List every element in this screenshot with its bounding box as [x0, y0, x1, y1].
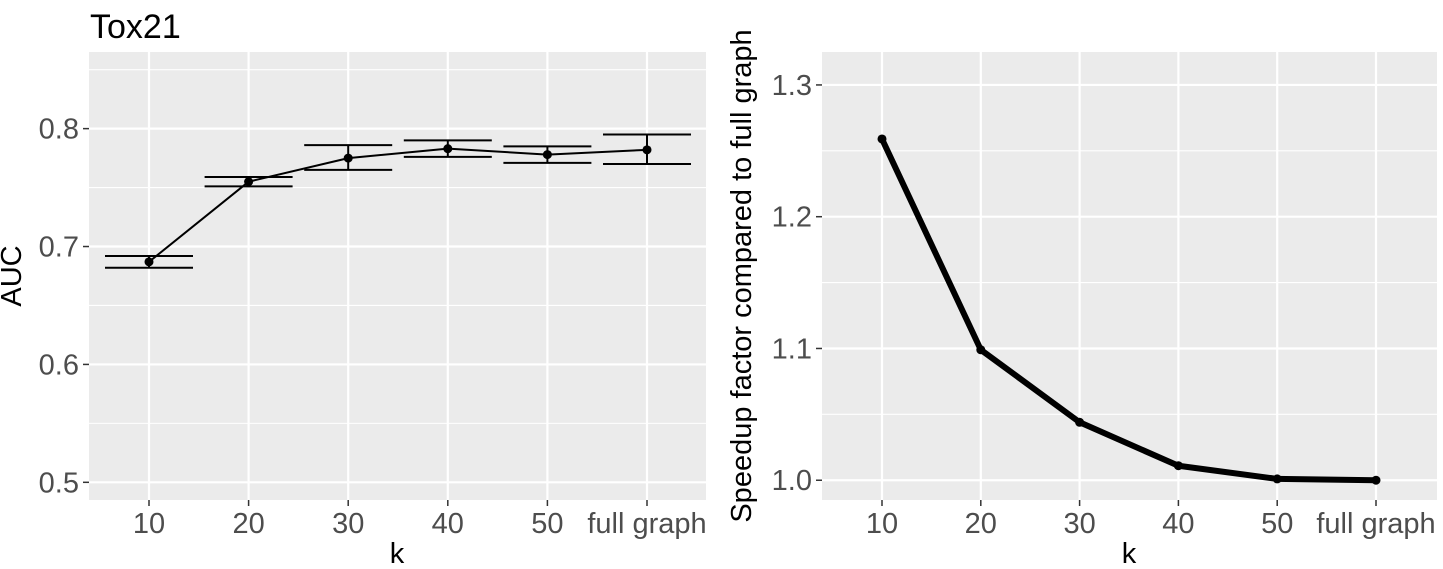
auc-x-tick-label: 50: [531, 508, 563, 540]
auc-data-point: [443, 144, 453, 154]
speedup-data-point: [1075, 417, 1085, 427]
speedup-x-tick-label: 30: [1063, 508, 1095, 540]
auc-data-point: [343, 153, 353, 163]
speedup-series: [877, 134, 1381, 485]
speedup-y-tick-label: 1.2: [772, 202, 812, 234]
speedup-x-tick-label: 40: [1162, 508, 1194, 540]
auc-y-axis-title: AUC: [0, 245, 28, 306]
auc-x-tick-label: 30: [332, 508, 364, 540]
speedup-data-point: [877, 134, 887, 144]
speedup-x-tick-label: full graph: [1316, 508, 1435, 540]
auc-x-axis-title: k: [390, 538, 405, 569]
auc-axis-ticks: 0.5 0.6 0.7 0.8 10 20 30 40 50 full graph: [39, 114, 707, 540]
speedup-y-axis-title: Speedup factor compared to full graph: [726, 29, 758, 522]
auc-series: [105, 133, 691, 269]
speedup-x-tick-label: 10: [866, 508, 898, 540]
auc-panel: Tox21 0.5 0.6 0.7 0.8 10 20 30 40 50 full graph k…: [0, 8, 707, 569]
auc-chart-title: Tox21: [90, 8, 181, 46]
speedup-data-point: [1272, 474, 1282, 484]
speedup-y-tick-label: 1.1: [772, 333, 812, 365]
auc-gridlines: [89, 52, 706, 500]
speedup-plot-area: [822, 52, 1437, 500]
speedup-x-tick-label: 20: [965, 508, 997, 540]
auc-y-tick-label: 0.7: [39, 232, 79, 264]
speedup-gridlines: [822, 52, 1437, 500]
speedup-data-point: [1371, 475, 1381, 485]
speedup-series-line: [879, 135, 1379, 484]
speedup-y-tick-label: 1.0: [772, 465, 812, 497]
speedup-axis-ticks: 1.0 1.1 1.2 1.3 10 20 30 40 50 full graph: [772, 70, 1436, 540]
speedup-x-tick-label: 50: [1261, 508, 1293, 540]
speedup-panel: 1.0 1.1 1.2 1.3 10 20 30 40 50 full graph k Speed…: [726, 29, 1437, 569]
auc-x-tick-label: 40: [432, 508, 464, 540]
speedup-data-point: [976, 345, 986, 355]
auc-y-tick-label: 0.5: [39, 467, 79, 499]
auc-data-point: [542, 150, 552, 160]
auc-data-point: [642, 145, 652, 155]
auc-series-line: [148, 147, 648, 263]
auc-data-point: [144, 257, 154, 267]
auc-y-tick-label: 0.6: [39, 349, 79, 381]
auc-data-point: [244, 177, 254, 187]
speedup-data-point: [1173, 461, 1183, 471]
speedup-y-tick-label: 1.3: [772, 70, 812, 102]
auc-plot-area: [89, 52, 706, 500]
auc-y-tick-label: 0.8: [39, 114, 79, 146]
speedup-x-axis-title: k: [1122, 538, 1137, 569]
auc-x-tick-label: 10: [133, 508, 165, 540]
auc-x-tick-label: 20: [232, 508, 264, 540]
auc-x-tick-label: full graph: [587, 508, 706, 540]
